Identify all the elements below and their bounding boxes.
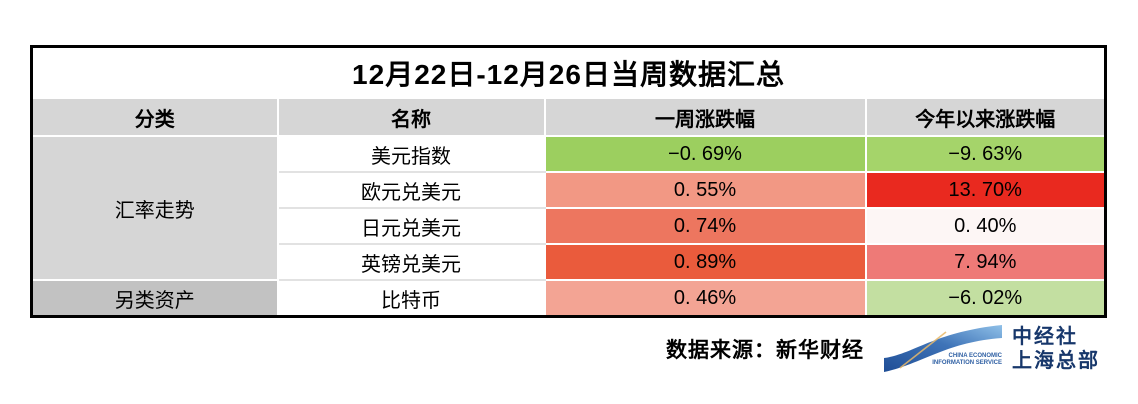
table-row: 英镑兑美元 0. 89% 7. 94% bbox=[32, 243, 1107, 281]
category-cell-alternative: 另类资产 bbox=[30, 279, 279, 318]
weekly-data-table: 12月22日-12月26日当周数据汇总 分类 名称 一周涨跌幅 今年以来涨跌幅 … bbox=[30, 45, 1107, 318]
column-header-week-change: 一周涨跌幅 bbox=[543, 97, 867, 137]
table-row: 另类资产 比特币 0. 46% −6. 02% bbox=[30, 279, 1107, 318]
week-change-cell: −0. 69% bbox=[543, 135, 867, 173]
week-change-cell: 0. 46% bbox=[543, 279, 867, 318]
category-cell-fx: 汇率走势 bbox=[30, 135, 279, 281]
column-header-ytd-change: 今年以来涨跌幅 bbox=[864, 97, 1107, 137]
name-cell: 日元兑美元 bbox=[276, 208, 546, 245]
ytd-change-cell: 7. 94% bbox=[864, 243, 1107, 281]
cei-logo: CHINA ECONOMIC INFORMATION SERVICE 中经社 上… bbox=[882, 322, 1100, 376]
cei-swoosh-icon: CHINA ECONOMIC INFORMATION SERVICE bbox=[884, 325, 1003, 372]
ytd-change-cell: 0. 40% bbox=[864, 207, 1107, 245]
ytd-change-cell: −6. 02% bbox=[864, 279, 1107, 318]
table-row: 日元兑美元 0. 74% 0. 40% bbox=[32, 207, 1107, 245]
ytd-change-cell: 13. 70% bbox=[864, 171, 1107, 209]
table-row: 汇率走势 美元指数 −0. 69% −9. 63% bbox=[30, 135, 1107, 281]
table-title: 12月22日-12月26日当周数据汇总 bbox=[31, 46, 1106, 98]
column-header-category: 分类 bbox=[30, 97, 279, 137]
name-cell: 英镑兑美元 bbox=[276, 244, 546, 281]
table-header-row: 分类 名称 一周涨跌幅 今年以来涨跌幅 bbox=[30, 97, 1107, 137]
week-change-cell: 0. 74% bbox=[543, 207, 867, 245]
name-cell: 欧元兑美元 bbox=[276, 172, 546, 209]
svg-text:INFORMATION SERVICE: INFORMATION SERVICE bbox=[932, 360, 1002, 366]
table-title-row: 12月22日-12月26日当周数据汇总 bbox=[31, 46, 1106, 98]
column-header-name: 名称 bbox=[276, 97, 546, 137]
ytd-change-cell: −9. 63% bbox=[864, 135, 1107, 173]
cei-logo-text: 中经社 上海总部 bbox=[1012, 326, 1100, 372]
name-cell: 比特币 bbox=[276, 280, 546, 318]
name-cell: 美元指数 bbox=[276, 136, 546, 173]
svg-text:CHINA ECONOMIC: CHINA ECONOMIC bbox=[949, 353, 1003, 359]
week-change-cell: 0. 55% bbox=[543, 171, 867, 209]
footer: 数据来源：新华财经 CHINA ECONOMIC INFORMATION SER… bbox=[0, 322, 1100, 376]
week-change-cell: 0. 89% bbox=[543, 243, 867, 281]
table-row: 欧元兑美元 0. 55% 13. 70% bbox=[32, 171, 1107, 209]
data-source-label: 数据来源：新华财经 bbox=[666, 339, 864, 362]
